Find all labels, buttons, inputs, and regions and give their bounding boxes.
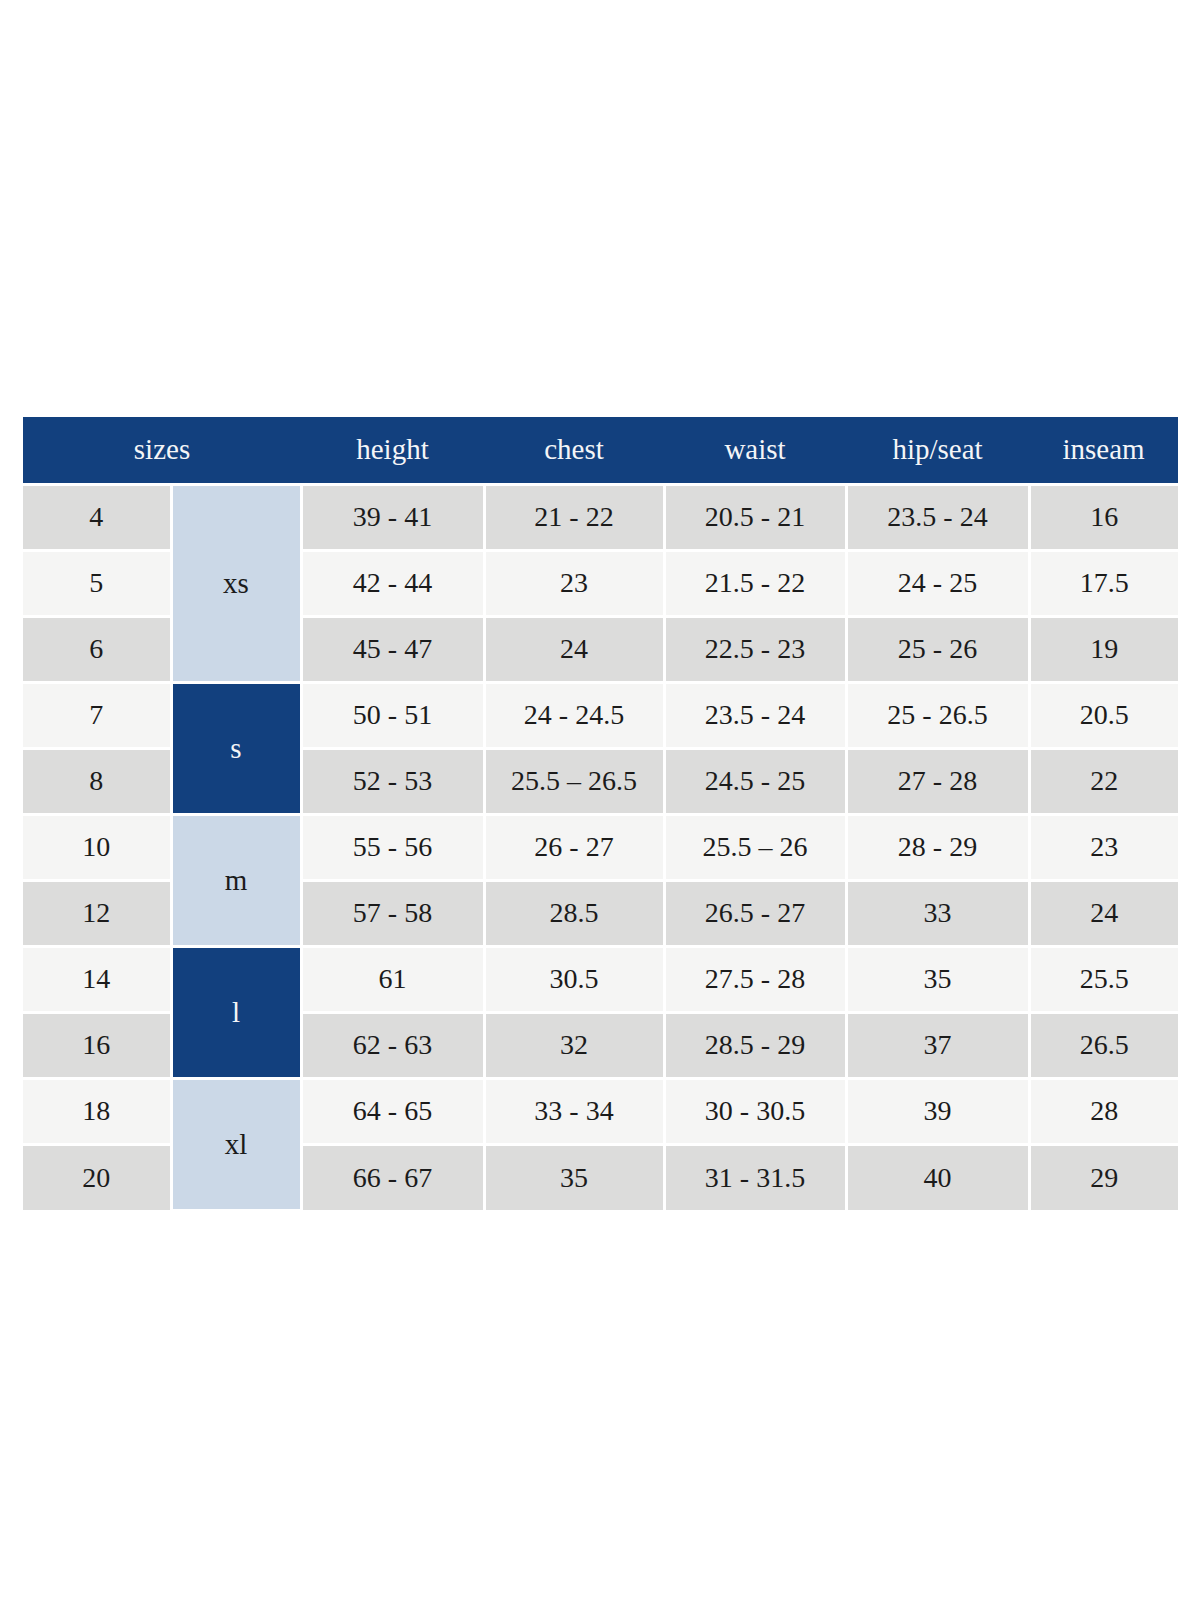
value-cell: 52 - 53 <box>301 748 484 814</box>
size-group-cell-l: l <box>171 946 301 1078</box>
value-cell: 37 <box>846 1012 1029 1078</box>
value-cell: 25.5 – 26 <box>664 814 846 880</box>
column-header-inseam: inseam <box>1029 417 1178 484</box>
size-group-cell-m: m <box>171 814 301 946</box>
value-cell: 23 <box>484 550 664 616</box>
size-group-cell-xl: xl <box>171 1078 301 1210</box>
column-header-waist: waist <box>664 417 846 484</box>
column-header-hip-seat: hip/seat <box>846 417 1029 484</box>
value-cell: 28 <box>1029 1078 1178 1144</box>
value-cell: 39 - 41 <box>301 484 484 550</box>
value-cell: 24 - 25 <box>846 550 1029 616</box>
value-cell: 22.5 - 23 <box>664 616 846 682</box>
value-cell: 24 - 24.5 <box>484 682 664 748</box>
value-cell: 21.5 - 22 <box>664 550 846 616</box>
value-cell: 57 - 58 <box>301 880 484 946</box>
table-row: 18xl64 - 6533 - 3430 - 30.53928 <box>23 1078 1178 1144</box>
value-cell: 25 - 26 <box>846 616 1029 682</box>
value-cell: 64 - 65 <box>301 1078 484 1144</box>
value-cell: 31 - 31.5 <box>664 1144 846 1210</box>
size-group-cell-xs: xs <box>171 484 301 682</box>
value-cell: 27 - 28 <box>846 748 1029 814</box>
value-cell: 29 <box>1029 1144 1178 1210</box>
value-cell: 39 <box>846 1078 1029 1144</box>
value-cell: 25.5 – 26.5 <box>484 748 664 814</box>
size-cell: 18 <box>23 1078 171 1144</box>
value-cell: 24 <box>1029 880 1178 946</box>
value-cell: 23 <box>1029 814 1178 880</box>
value-cell: 30.5 <box>484 946 664 1012</box>
value-cell: 21 - 22 <box>484 484 664 550</box>
value-cell: 17.5 <box>1029 550 1178 616</box>
value-cell: 62 - 63 <box>301 1012 484 1078</box>
value-cell: 40 <box>846 1144 1029 1210</box>
value-cell: 23.5 - 24 <box>664 682 846 748</box>
value-cell: 22 <box>1029 748 1178 814</box>
page: sizes height chest waist hip/seat inseam… <box>0 0 1200 1600</box>
size-cell: 10 <box>23 814 171 880</box>
size-cell: 5 <box>23 550 171 616</box>
table-row: 10m55 - 5626 - 2725.5 – 2628 - 2923 <box>23 814 1178 880</box>
value-cell: 26.5 <box>1029 1012 1178 1078</box>
value-cell: 25 - 26.5 <box>846 682 1029 748</box>
column-header-sizes: sizes <box>23 417 301 484</box>
table-body: 4xs39 - 4121 - 2220.5 - 2123.5 - 2416542… <box>23 484 1178 1210</box>
value-cell: 28.5 <box>484 880 664 946</box>
value-cell: 26 - 27 <box>484 814 664 880</box>
value-cell: 66 - 67 <box>301 1144 484 1210</box>
size-cell: 20 <box>23 1144 171 1210</box>
size-cell: 8 <box>23 748 171 814</box>
value-cell: 27.5 - 28 <box>664 946 846 1012</box>
size-cell: 6 <box>23 616 171 682</box>
value-cell: 50 - 51 <box>301 682 484 748</box>
size-cell: 14 <box>23 946 171 1012</box>
value-cell: 35 <box>484 1144 664 1210</box>
value-cell: 30 - 30.5 <box>664 1078 846 1144</box>
header-row: sizes height chest waist hip/seat inseam <box>23 417 1178 484</box>
value-cell: 20.5 <box>1029 682 1178 748</box>
value-cell: 32 <box>484 1012 664 1078</box>
table-row: 14l6130.527.5 - 283525.5 <box>23 946 1178 1012</box>
value-cell: 28.5 - 29 <box>664 1012 846 1078</box>
size-chart-table: sizes height chest waist hip/seat inseam… <box>23 417 1178 1212</box>
size-cell: 16 <box>23 1012 171 1078</box>
value-cell: 28 - 29 <box>846 814 1029 880</box>
value-cell: 55 - 56 <box>301 814 484 880</box>
value-cell: 45 - 47 <box>301 616 484 682</box>
value-cell: 33 <box>846 880 1029 946</box>
value-cell: 20.5 - 21 <box>664 484 846 550</box>
size-group-cell-s: s <box>171 682 301 814</box>
column-header-chest: chest <box>484 417 664 484</box>
value-cell: 61 <box>301 946 484 1012</box>
value-cell: 19 <box>1029 616 1178 682</box>
value-cell: 16 <box>1029 484 1178 550</box>
value-cell: 23.5 - 24 <box>846 484 1029 550</box>
value-cell: 35 <box>846 946 1029 1012</box>
value-cell: 33 - 34 <box>484 1078 664 1144</box>
value-cell: 24 <box>484 616 664 682</box>
value-cell: 42 - 44 <box>301 550 484 616</box>
value-cell: 25.5 <box>1029 946 1178 1012</box>
table-row: 7s50 - 5124 - 24.523.5 - 2425 - 26.520.5 <box>23 682 1178 748</box>
size-cell: 7 <box>23 682 171 748</box>
value-cell: 26.5 - 27 <box>664 880 846 946</box>
size-cell: 4 <box>23 484 171 550</box>
column-header-height: height <box>301 417 484 484</box>
table-row: 4xs39 - 4121 - 2220.5 - 2123.5 - 2416 <box>23 484 1178 550</box>
table-header: sizes height chest waist hip/seat inseam <box>23 417 1178 484</box>
value-cell: 24.5 - 25 <box>664 748 846 814</box>
size-cell: 12 <box>23 880 171 946</box>
